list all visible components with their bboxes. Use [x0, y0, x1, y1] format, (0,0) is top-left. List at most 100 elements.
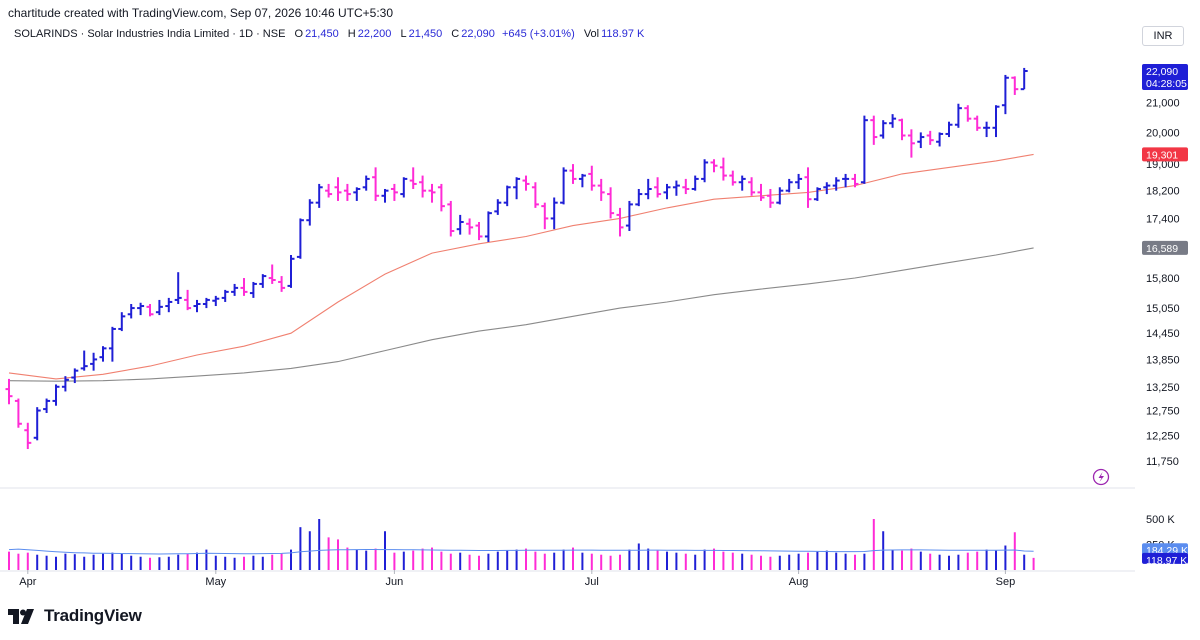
price-tick-label: 19,000 — [1146, 159, 1180, 171]
ohlc-bar — [353, 187, 361, 201]
price-tick-label: 18,200 — [1146, 186, 1180, 198]
ohlc-bar — [202, 297, 210, 309]
ohlc-bar — [325, 183, 333, 198]
currency-button[interactable]: INR — [1142, 26, 1184, 46]
ohlc-bar — [954, 103, 962, 128]
ohlc-bar — [757, 183, 765, 201]
ohlc-bar — [635, 188, 643, 207]
ohlc-bar — [513, 177, 521, 200]
ohlc-bar — [419, 175, 427, 198]
ohlc-bar — [221, 289, 229, 302]
ohlc-bar — [813, 187, 821, 201]
tradingview-logo-icon — [8, 609, 34, 624]
ohlc-bar — [851, 173, 859, 188]
ohlc-bar — [43, 398, 51, 413]
ohlc-bar — [879, 120, 887, 139]
ohlc-bar — [99, 346, 107, 362]
month-label: Aug — [789, 576, 809, 588]
price-tick-label: 12,250 — [1146, 430, 1180, 442]
ohlc-bar — [1011, 76, 1019, 95]
ohlc-bar — [701, 159, 709, 183]
open-value: 21,450 — [305, 28, 339, 40]
ohlc-bar — [409, 167, 417, 189]
ohlc-bar — [14, 398, 22, 428]
ohlc-bar — [24, 422, 32, 450]
price-tick-label: 20,000 — [1146, 127, 1180, 139]
ohlc-bar — [569, 164, 577, 184]
last-price-badge-text: 04:28:05 — [1146, 78, 1187, 90]
ohlc-bar — [860, 115, 868, 184]
price-tick-label: 14,450 — [1146, 328, 1180, 340]
price-tick-label: 13,250 — [1146, 382, 1180, 394]
ohlc-bar — [607, 187, 615, 219]
ohlc-bar — [447, 200, 455, 237]
close-value: 22,090 — [461, 28, 495, 40]
ohlc-bar — [137, 302, 145, 316]
price-tick-label: 21,000 — [1146, 97, 1180, 109]
ohlc-bar — [804, 167, 812, 208]
ohlc-bar — [926, 130, 934, 145]
ohlc-bar — [898, 118, 906, 141]
price-tick-label: 13,850 — [1146, 354, 1180, 366]
ohlc-bar — [80, 350, 88, 371]
ohlc-bar — [184, 289, 192, 311]
change-value: +645 (+3.01%) — [501, 28, 575, 40]
ohlc-bar — [334, 177, 342, 201]
price-tick-label: 12,750 — [1146, 406, 1180, 418]
high-label: H — [347, 28, 356, 40]
ohlc-bar — [118, 312, 126, 332]
ohlc-bar — [654, 177, 662, 198]
month-label: May — [205, 576, 226, 588]
high-value: 22,200 — [357, 28, 392, 40]
ohlc-bar — [588, 165, 596, 191]
last-price-badge-bg — [1142, 64, 1188, 90]
symbol-title[interactable]: SOLARINDS · Solar Industries India Limit… — [14, 28, 286, 40]
ohlc-bar — [372, 167, 380, 201]
ohlc-bar — [428, 183, 436, 203]
ma-slow-line — [8, 247, 1034, 382]
ohlc-bar — [475, 222, 483, 241]
low-value: 21,450 — [408, 28, 443, 40]
ohlc-bar — [231, 283, 239, 296]
ohlc-bar — [560, 167, 568, 205]
ohlc-bar — [682, 178, 690, 195]
ohlc-bar — [578, 173, 586, 188]
volume-tick-label: 500 K — [1146, 514, 1175, 526]
ohlc-bar — [390, 183, 398, 201]
ohlc-bar — [738, 175, 746, 191]
ohlc-bar — [550, 197, 558, 230]
ohlc-bar — [644, 178, 652, 200]
tradingview-logo: TradingView — [8, 606, 142, 626]
ohlc-bar — [917, 132, 925, 149]
ohlc-bar — [296, 218, 304, 259]
ohlc-bar — [719, 157, 727, 181]
vol-value: 118.97 K — [601, 28, 645, 40]
ohlc-bar — [90, 352, 98, 371]
ohlc-bar — [823, 182, 831, 195]
volume-last-badge-bg — [1142, 552, 1188, 564]
price-tick-label: 15,800 — [1146, 273, 1180, 285]
ohlc-bar — [268, 264, 276, 284]
ohlc-bar — [785, 178, 793, 193]
ohlc-bar — [964, 105, 972, 122]
lightning-icon[interactable] — [1092, 468, 1110, 486]
ohlc-bar — [278, 276, 286, 292]
ohlc-bar — [165, 297, 173, 313]
ohlc-bar — [889, 114, 897, 128]
low-label: L — [400, 28, 407, 40]
ohlc-bar — [466, 218, 474, 235]
ohlc-bar — [795, 173, 803, 189]
ohlc-bar — [691, 175, 699, 191]
month-label: Jul — [585, 576, 599, 588]
ohlc-bar — [663, 183, 671, 200]
ohlc-bar — [494, 199, 502, 215]
ohlc-bar — [5, 378, 13, 405]
vol-label: Vol — [583, 28, 600, 40]
volume-last-badge-text: 118.97 K — [1146, 555, 1187, 567]
ohlc-bar — [249, 281, 257, 298]
ohlc-bar — [127, 303, 135, 319]
ohlc-bar — [437, 183, 445, 212]
ma-fast-badge-bg — [1142, 147, 1188, 162]
ohlc-bar — [597, 178, 605, 201]
